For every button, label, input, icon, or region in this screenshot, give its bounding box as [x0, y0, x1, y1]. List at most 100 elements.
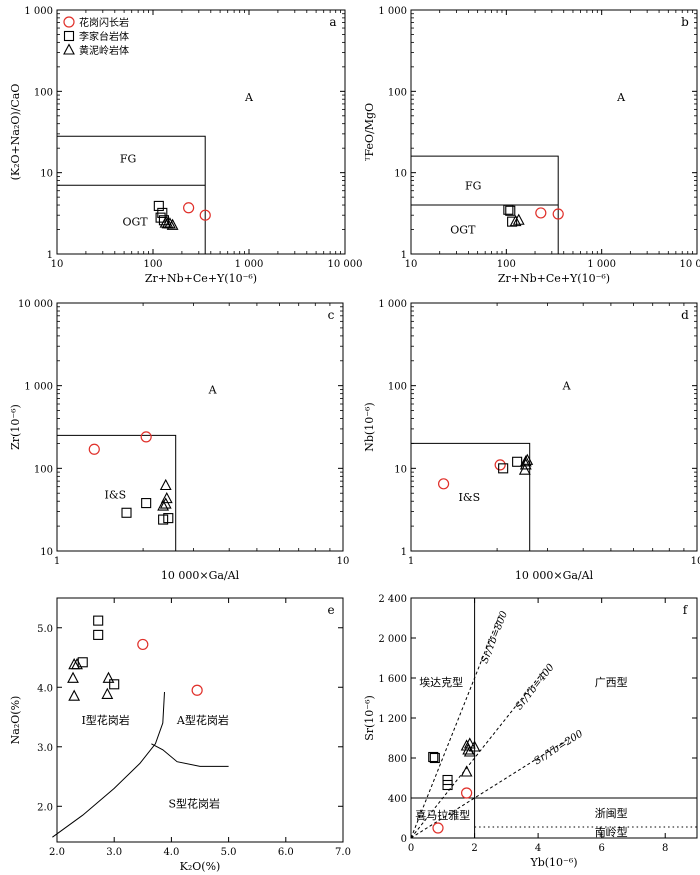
data-point-triangle [159, 478, 172, 491]
data-point-circle [432, 822, 444, 834]
data-point-circle [191, 684, 203, 696]
data-point-square [512, 456, 523, 467]
x-tick-label: 1 000 [235, 259, 264, 270]
x-axis-label: 10 000×Ga/Al [515, 569, 594, 582]
data-point-triangle [160, 491, 173, 504]
panel-label: c [328, 308, 335, 322]
y-axis-label: (K₂O+Na₂O)/CaO [9, 84, 22, 181]
x-tick-label: 10 [51, 259, 64, 270]
data-point-square [158, 514, 169, 525]
field-label: I&S [105, 489, 127, 502]
y-tick-label: 800 [388, 754, 407, 765]
y-tick-label: 1 600 [378, 674, 407, 685]
y-tick-label: 2 000 [378, 634, 407, 645]
x-tick-label: 10 [691, 556, 700, 567]
data-point-square [505, 205, 516, 216]
y-tick-label: 1 200 [378, 714, 407, 725]
y-axis-label: Zr(10⁻⁶) [9, 404, 22, 450]
field-label: 埃达克型 [419, 675, 463, 689]
data-point-square [429, 752, 440, 764]
y-tick-label: 1 000 [24, 6, 53, 17]
field-label: I型花岗岩 [81, 713, 129, 727]
data-point-circle [461, 787, 473, 799]
data-point-circle [437, 478, 450, 490]
data-point-triangle [519, 455, 532, 467]
data-point-triangle [521, 453, 534, 465]
data-point-circle [140, 431, 152, 443]
x-axis-label: Zr+Nb+Ce+Y(10⁻⁶) [498, 272, 610, 285]
y-tick-label: 10 [40, 169, 53, 180]
panel-label: b [681, 15, 689, 29]
data-point-triangle [509, 214, 522, 227]
y-tick-label: 0 [401, 834, 407, 845]
data-point-triangle [157, 499, 170, 511]
data-point-circle [552, 208, 564, 220]
ratio-line-label: Sr/Yb=200 [532, 728, 585, 767]
y-tick-label: 1 000 [24, 382, 53, 393]
y-tick-label: 10 [394, 169, 407, 180]
panel-d: 1 10 1 10 100 1 000 A I&S d 10 000×Ga/Al Nb(10⁻⁶) [363, 299, 700, 582]
y-tick-label: 2.0 [37, 802, 53, 813]
data-point-square [163, 513, 174, 524]
data-point-square [442, 779, 453, 791]
data-point-triangle [67, 671, 79, 683]
x-tick-label: 2 [471, 843, 477, 854]
x-tick-label: 1 [408, 556, 414, 567]
data-point-triangle [463, 745, 476, 757]
field-label: 浙闽型 [595, 806, 628, 820]
data-point-triangle [71, 657, 83, 670]
field-boundary [52, 691, 165, 838]
data-point-square [109, 679, 120, 690]
field-boundary [411, 442, 531, 551]
field-label: OGT [122, 216, 148, 229]
field-boundary [151, 743, 229, 767]
x-tick-label: 10 [337, 556, 350, 567]
x-tick-label: 3.0 [106, 847, 122, 858]
x-tick-label: 6 [598, 843, 604, 854]
data-point-triangle [166, 218, 179, 230]
x-tick-label: 100 [143, 259, 162, 270]
ratio-line-label: Sr/Yb=400 [514, 662, 558, 713]
panel-f: 0 2 4 6 8 0 400 800 1 200 1 600 2 000 2 400 Sr/Yb=80… [363, 594, 698, 869]
y-tick-label: 1 000 [378, 6, 407, 17]
x-tick-label: 6.0 [278, 847, 294, 858]
field-label: A [208, 383, 218, 396]
data-point-circle [183, 202, 195, 214]
field-boundary [57, 135, 206, 254]
field-label: A [616, 91, 626, 104]
plot-frame [410, 9, 698, 255]
field-label: FG [120, 152, 136, 165]
data-point-circle [137, 638, 149, 651]
panel-e: 2.0 3.0 4.0 5.0 6.0 7.0 2.0 3.0 4.0 5.0 I型花岗岩 A型花岗岩… [9, 597, 351, 873]
plot-frame [56, 9, 346, 255]
data-point-triangle [460, 765, 473, 777]
data-point-triangle [101, 687, 114, 699]
plot-frame [410, 302, 698, 552]
data-point-square [153, 200, 164, 211]
y-axis-label: Nb(10⁻⁶) [363, 402, 376, 451]
panel-label: e [327, 603, 334, 617]
x-tick-label: 100 [497, 259, 516, 270]
field-label: S型花岗岩 [169, 796, 221, 810]
x-tick-label: 10 000 [328, 259, 363, 270]
field-label: 喜马拉雅型 [415, 808, 470, 822]
field-label: A [244, 91, 254, 104]
y-axis-label: Na₂O(%) [9, 696, 22, 745]
field-label: OGT [450, 224, 476, 237]
field-label: 南岭型 [595, 825, 628, 839]
y-tick-label: 100 [34, 87, 53, 98]
ratio-line-label: Sr/Yb=800 [479, 609, 510, 665]
panel-label: f [683, 603, 689, 617]
legend-marker-triangle [63, 43, 75, 55]
data-point-square [141, 498, 152, 509]
y-axis-label: ᵀFeO/MgO [363, 103, 376, 161]
field-label: A型花岗岩 [176, 713, 229, 727]
data-point-square [77, 657, 88, 668]
plot-frame [56, 302, 344, 552]
plot-frame [410, 597, 698, 839]
ratio-line [410, 613, 501, 839]
plot-frame [56, 597, 344, 843]
data-point-circle [199, 209, 211, 221]
